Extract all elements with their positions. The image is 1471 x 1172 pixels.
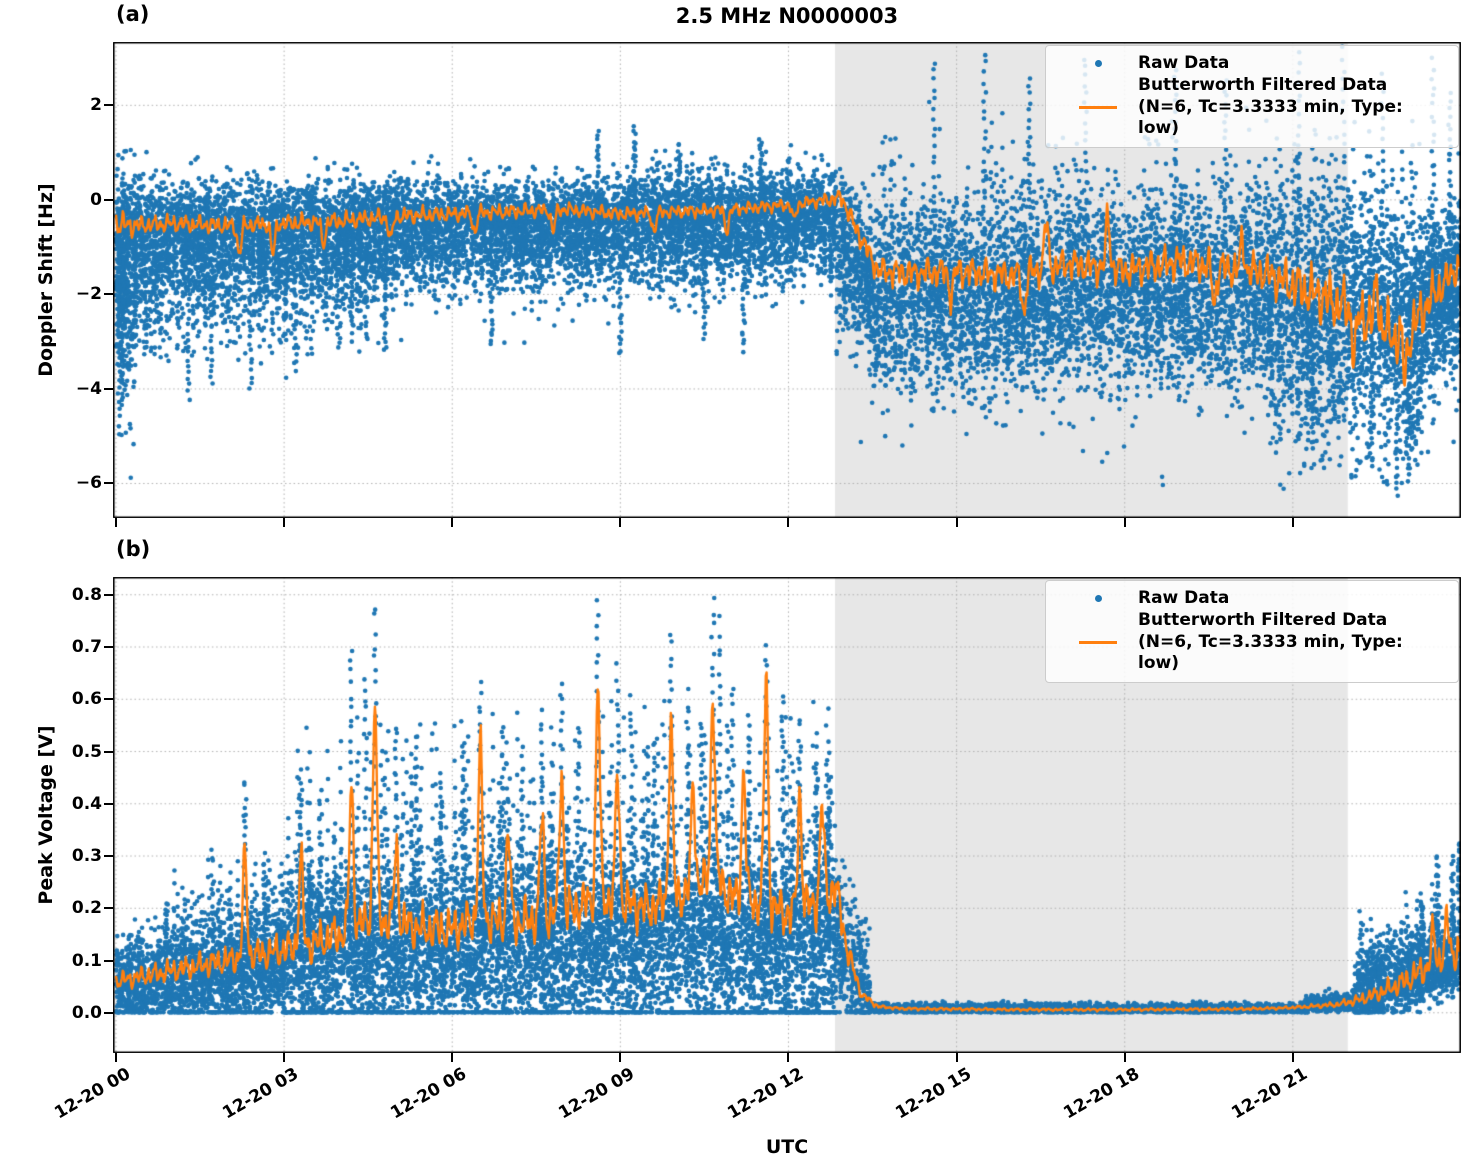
x-tick-mark (283, 1053, 286, 1062)
legend-panel-b: Raw Data Butterworth Filtered Data (N=6,… (1045, 580, 1459, 683)
y-tick-label: 0.6 (71, 689, 102, 710)
x-tick-mark (1291, 1053, 1294, 1062)
y-tick-mark (104, 482, 113, 485)
figure-title: 2.5 MHz N0000003 (675, 4, 899, 28)
x-tick-label: 12-20 00 (51, 1064, 134, 1124)
y-tick-mark (104, 802, 113, 805)
x-tick-mark (787, 518, 790, 527)
legend-raw-row: Raw Data (1058, 53, 1448, 75)
x-tick-mark (619, 1053, 622, 1062)
legend-filtered-label-line1: Butterworth Filtered Data (1138, 609, 1388, 630)
x-tick-mark (283, 518, 286, 527)
y-tick-mark (104, 198, 113, 201)
legend-filtered-label-line2: (N=6, Tc=3.3333 min, Type: low) (1138, 631, 1403, 674)
x-tick-mark (115, 518, 117, 527)
filtered-line-marker-icon (1058, 105, 1138, 109)
y-tick-label: −2 (75, 284, 102, 305)
y-tick-mark (104, 593, 113, 596)
y-tick-label: −4 (75, 378, 102, 399)
y-tick-mark (104, 855, 113, 858)
y-tick-mark (104, 104, 113, 107)
x-tick-label: 12-20 06 (387, 1064, 471, 1124)
orange-line-icon (1079, 105, 1117, 109)
x-tick-mark (1123, 518, 1126, 527)
y-tick-label: 0.0 (71, 1002, 102, 1023)
y-tick-mark (104, 293, 113, 296)
blue-dot-icon (1094, 595, 1102, 603)
x-tick-label: 12-20 18 (1060, 1064, 1143, 1124)
y-tick-label: 0.2 (71, 898, 102, 919)
x-tick-label: 12-20 12 (723, 1064, 807, 1124)
y-tick-mark (104, 646, 113, 648)
legend-raw-row: Raw Data (1058, 588, 1448, 610)
x-tick-mark (619, 518, 622, 527)
y-tick-mark (104, 387, 113, 390)
legend-filtered-label: Butterworth Filtered Data (N=6, Tc=3.333… (1138, 75, 1448, 140)
x-tick-mark (1123, 1053, 1126, 1062)
x-tick-mark (1291, 518, 1294, 527)
y-tick-label: 0.7 (71, 637, 102, 657)
x-tick-mark (787, 1053, 790, 1062)
blue-dot-icon (1094, 60, 1102, 68)
x-tick-mark (955, 518, 958, 527)
y-tick-mark (104, 750, 113, 753)
legend-filtered-row: Butterworth Filtered Data (N=6, Tc=3.333… (1058, 75, 1448, 140)
y-tick-label: 0.8 (71, 584, 102, 605)
y-tick-label: −6 (75, 473, 102, 494)
orange-line-icon (1079, 640, 1117, 644)
legend-raw-label: Raw Data (1138, 53, 1230, 73)
x-tick-mark (115, 1053, 117, 1062)
utc-axis-label: UTC (765, 1136, 809, 1158)
legend-filtered-label: Butterworth Filtered Data (N=6, Tc=3.333… (1138, 610, 1448, 675)
raw-data-marker-icon (1058, 60, 1138, 68)
y-tick-label: 0.1 (71, 950, 102, 971)
legend-filtered-row: Butterworth Filtered Data (N=6, Tc=3.333… (1058, 610, 1448, 675)
y-tick-label: 0.5 (71, 741, 102, 762)
legend-filtered-label-line1: Butterworth Filtered Data (1138, 74, 1388, 95)
y-tick-mark (104, 698, 113, 701)
x-tick-mark (955, 1053, 958, 1062)
x-tick-mark (451, 518, 454, 527)
raw-data-marker-icon (1058, 595, 1138, 603)
y-tick-label: 0.3 (71, 846, 102, 867)
y-tick-mark (104, 1011, 113, 1014)
x-tick-mark (451, 1053, 454, 1062)
x-tick-label: 12-20 15 (891, 1064, 975, 1124)
y-tick-label: 0.4 (71, 793, 102, 814)
panel-a-tag: (a) (116, 2, 150, 26)
panel-b-tag: (b) (116, 537, 151, 561)
y-tick-label: 0 (90, 189, 102, 210)
legend-raw-label: Raw Data (1138, 588, 1230, 608)
y-tick-mark (104, 959, 113, 962)
y-tick-mark (104, 907, 113, 910)
legend-filtered-label-line2: (N=6, Tc=3.3333 min, Type: low) (1138, 96, 1403, 139)
legend-panel-a: Raw Data Butterworth Filtered Data (N=6,… (1045, 45, 1459, 148)
filtered-line-marker-icon (1058, 640, 1138, 644)
x-tick-label: 12-20 03 (219, 1064, 303, 1124)
x-tick-label: 12-20 21 (1228, 1064, 1311, 1124)
x-tick-label: 12-20 09 (555, 1064, 639, 1124)
y-tick-label: 2 (90, 95, 102, 116)
